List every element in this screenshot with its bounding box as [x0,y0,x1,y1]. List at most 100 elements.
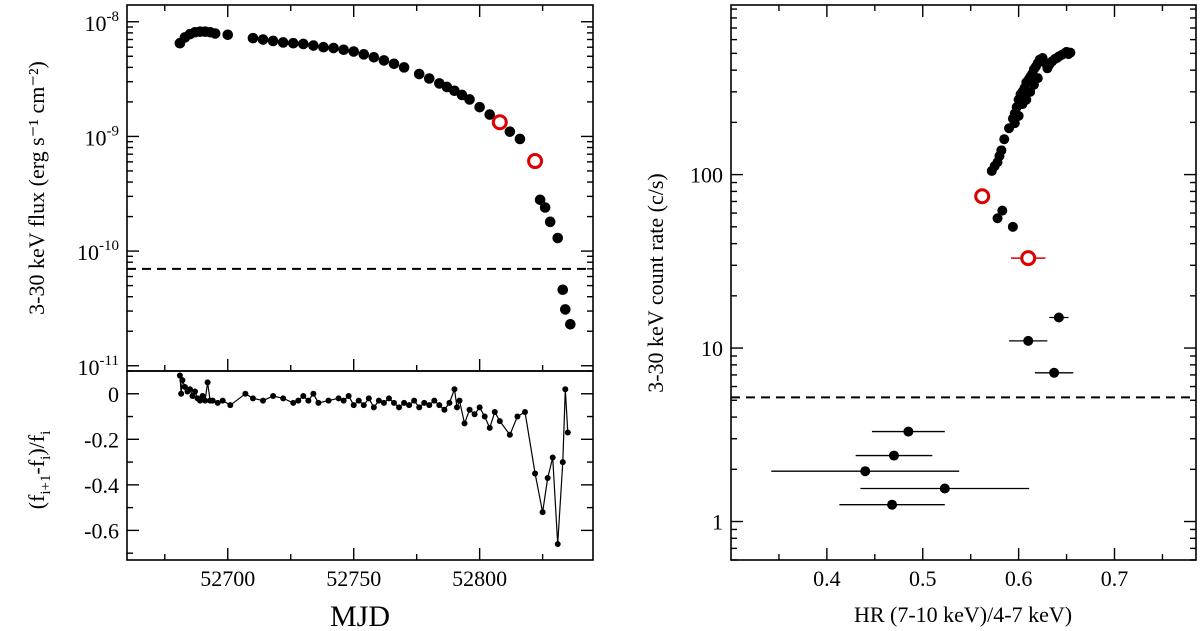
flux-point [539,202,551,213]
diff-ylabel-p5: i [38,431,54,435]
diff-point [496,418,503,425]
flux-y-tick-label: 10-11 [78,353,119,380]
diff-y-tick-label: 0 [108,382,119,407]
flux-point [565,318,576,330]
hr-highlight-point [974,188,991,205]
diff-point [380,399,387,406]
flux-highlight-point [527,153,544,170]
diff-point [204,379,211,386]
flux-point [267,35,279,47]
flux-point [247,32,259,44]
diff-point [186,386,193,393]
diff-point [242,390,249,397]
hr-y-tick-label: 1 [712,510,723,535]
hr-y-tick-label: 10 [701,336,723,361]
diff-ylabel-p0: (f [24,494,49,509]
hr-points [771,46,1076,510]
diff-panel-frame [126,370,594,561]
flux-point [474,101,485,113]
hr-panel-frame [730,4,1197,561]
flux-highlight-point [491,114,508,131]
flux-y-tick-label: 10-9 [85,123,120,150]
diff-point [280,395,287,402]
flux-y-tick-label: 10-10 [77,238,119,265]
hr-point [939,483,950,494]
hr-x-tick-label: 0.5 [909,566,937,591]
hr-y-tick-label: 100 [690,163,723,188]
diff-point [532,470,539,477]
flux-point [388,58,400,70]
flux-panel: 10-8 10-9 10-10 10-11 3-30 keV flux (erg s⁻… [24,4,594,380]
flux-point [484,109,496,120]
diff-series-line [179,375,569,545]
diff-point [491,408,498,415]
diff-x-axis: 52700 52750 52800 [164,5,544,591]
flux-point [423,73,435,84]
hr-point [1023,335,1034,346]
flux-point [257,34,269,45]
flux-point [504,126,516,137]
diff-panel: 0-0.2-0.4-0.6 52700 52750 52800 (fi+1-fi)/… [24,5,594,631]
flux-point [209,28,221,39]
diff-point [260,397,267,404]
flux-point [552,232,564,244]
hr-x-tick-label: 0.6 [1005,566,1033,591]
diff-point [521,408,528,415]
flux-point [358,49,370,60]
flux-point [308,40,319,51]
hr-point [1049,367,1060,378]
diff-point [411,397,418,404]
diff-point [391,399,398,406]
flux-panel-frame [126,4,594,372]
diff-ylabel-p2: -f [24,459,49,474]
diff-point [466,406,473,413]
diff-point [539,509,546,516]
diff-point [441,406,448,413]
diff-point [197,397,204,404]
flux-y-axis: 10-8 10-9 10-10 10-11 [77,9,593,380]
diff-point [360,402,367,409]
diff-x-axis-label: MJD [330,600,390,631]
diff-point [350,402,357,409]
flux-y-axis-label: 3-30 keV flux (erg s⁻¹ cm⁻²) [24,61,49,315]
diff-point [476,404,483,411]
diff-point [486,424,493,431]
hr-highlight-point [1020,250,1037,267]
flux-point [298,38,309,50]
diff-point [345,393,352,400]
diff-point [370,404,377,411]
flux-y-tick-exponent: -8 [107,9,120,25]
hr-point [1065,47,1076,58]
hr-x-tick-label: 0.7 [1101,566,1129,591]
diff-point [340,397,347,404]
flux-y-tick-exponent: -11 [100,353,119,369]
hr-point [887,499,898,510]
hr-point [1013,110,1024,121]
diff-point [192,388,199,395]
diff-point [514,413,521,420]
flux-point [287,37,299,49]
flux-y-tick-mantissa: 10 [85,11,107,36]
diff-y-tick-label: -0.6 [84,518,119,543]
diff-point [461,420,468,427]
hr-point [992,213,1003,224]
diff-point [544,475,551,482]
diff-point [385,395,392,402]
diff-y-axis-label: (fi+1-fi)/fi [24,431,54,510]
flux-point [338,44,349,56]
diff-ylabel-p3: i [38,456,54,460]
diff-y-axis: 0 -0.2 -0.4 -0.6 [84,370,593,554]
hr-y-axis: 1 10 100 [690,8,1196,561]
hr-point [997,205,1008,216]
diff-point [219,397,226,404]
diff-point [431,397,438,404]
flux-y-tick-exponent: -10 [99,238,119,254]
hr-point [1021,94,1032,105]
diff-x-tick-label: 52700 [200,566,255,591]
flux-point [398,62,410,73]
diff-point [300,393,307,400]
diff-point [227,402,234,409]
diff-ylabel-p1: i+1 [38,474,54,494]
diff-point [335,395,342,402]
